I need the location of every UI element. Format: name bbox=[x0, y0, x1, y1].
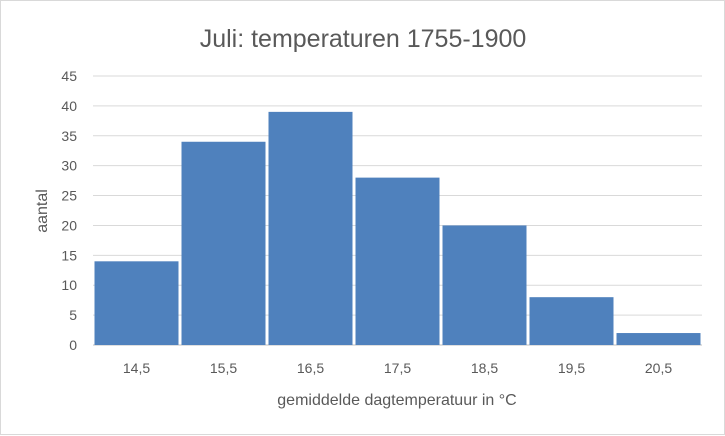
x-axis-ticks: 14,5 15,5 16,5 17,5 18,5 19,5 20,5 bbox=[123, 360, 672, 376]
x-tick-label: 17,5 bbox=[384, 360, 411, 376]
y-tick-label: 20 bbox=[61, 217, 77, 233]
y-tick-label: 0 bbox=[69, 337, 77, 353]
y-axis-ticks: 0 5 10 15 20 25 30 35 40 45 bbox=[61, 68, 77, 353]
bar bbox=[181, 141, 266, 345]
x-tick-label: 14,5 bbox=[123, 360, 150, 376]
y-tick-label: 5 bbox=[69, 307, 77, 323]
y-tick-label: 10 bbox=[61, 277, 77, 293]
bar bbox=[94, 261, 179, 345]
x-tick-label: 19,5 bbox=[558, 360, 585, 376]
y-tick-label: 15 bbox=[61, 247, 77, 263]
y-tick-label: 25 bbox=[61, 188, 77, 204]
x-tick-label: 20,5 bbox=[645, 360, 672, 376]
x-tick-label: 16,5 bbox=[297, 360, 324, 376]
bar bbox=[529, 297, 614, 345]
y-tick-label: 30 bbox=[61, 158, 77, 174]
x-tick-label: 18,5 bbox=[471, 360, 498, 376]
chart-title: Juli: temperaturen 1755-1900 bbox=[200, 25, 527, 53]
y-axis-title: aantal bbox=[34, 189, 51, 233]
x-axis-title: gemiddelde dagtemperatuur in °C bbox=[277, 392, 516, 409]
bar bbox=[355, 177, 440, 345]
x-tick-label: 15,5 bbox=[210, 360, 237, 376]
y-tick-label: 35 bbox=[61, 128, 77, 144]
y-tick-label: 40 bbox=[61, 98, 77, 114]
y-tick-label: 45 bbox=[61, 68, 77, 84]
bar bbox=[442, 225, 527, 345]
bar bbox=[268, 111, 353, 345]
bar bbox=[616, 333, 701, 345]
bars bbox=[94, 111, 701, 345]
